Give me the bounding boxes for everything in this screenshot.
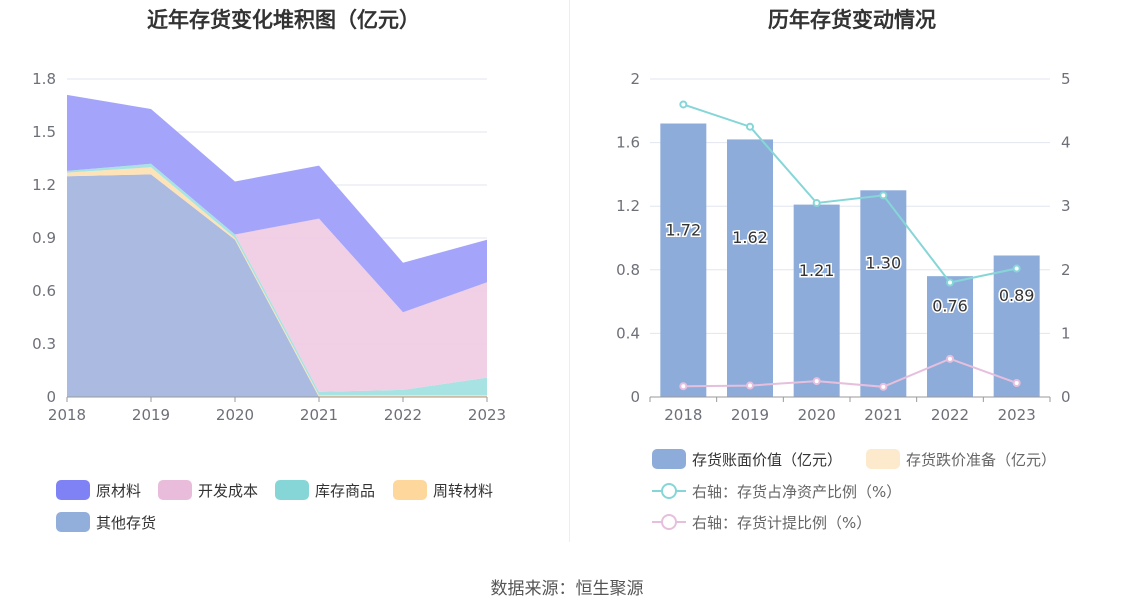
y2-tick-label: 2 bbox=[1061, 261, 1071, 279]
legend-item-inventory-goods[interactable]: 库存商品 bbox=[275, 479, 375, 501]
y-tick-label: 0.4 bbox=[616, 324, 640, 342]
y-tick-label: 0.6 bbox=[32, 282, 56, 300]
legend-swatch bbox=[158, 480, 192, 500]
line-point bbox=[1012, 264, 1021, 273]
x-tick-label: 2021 bbox=[300, 406, 338, 424]
line-point bbox=[946, 354, 954, 363]
panel-divider bbox=[569, 0, 570, 542]
legend-label: 开发成本 bbox=[198, 481, 259, 500]
y-tick-label: 0 bbox=[46, 388, 56, 406]
y2-tick-label: 5 bbox=[1061, 70, 1071, 88]
line-point bbox=[679, 100, 688, 109]
bar-chart-title: 历年存货变动情况 bbox=[768, 8, 936, 32]
y-tick-label: 1.2 bbox=[32, 176, 56, 194]
line-point bbox=[812, 199, 821, 208]
y-tick-label: 0 bbox=[630, 388, 640, 406]
line-point bbox=[946, 278, 954, 287]
bar bbox=[993, 255, 1040, 397]
bar-data-label: 0.76 bbox=[932, 297, 968, 316]
legend-label: 原材料 bbox=[96, 481, 142, 500]
x-tick-label: 2019 bbox=[731, 406, 769, 424]
line-point bbox=[812, 377, 821, 386]
line-point bbox=[879, 382, 888, 391]
bar-data-label: 1.72 bbox=[666, 220, 702, 239]
y-tick-label: 1.5 bbox=[32, 123, 56, 141]
bar-data-label: 1.30 bbox=[866, 254, 902, 273]
legend-swatch bbox=[866, 449, 900, 469]
area-series bbox=[67, 163, 487, 392]
x-tick-label: 2020 bbox=[798, 406, 836, 424]
legend-label: 存货账面价值（亿元） bbox=[692, 450, 843, 469]
bar-data-label: 1.62 bbox=[732, 228, 768, 247]
legend-item-turnover-materials[interactable]: 周转材料 bbox=[393, 479, 493, 501]
area-series bbox=[67, 174, 487, 397]
legend-swatch bbox=[393, 480, 427, 500]
y2-tick-label: 3 bbox=[1061, 197, 1071, 215]
legend-item-development-cost[interactable]: 开发成本 bbox=[158, 479, 258, 501]
legend-label: 右轴：存货占净资产比例（%） bbox=[692, 482, 902, 501]
legend-item-raw-materials[interactable]: 原材料 bbox=[56, 479, 141, 501]
bar bbox=[927, 276, 973, 397]
x-tick-label: 2018 bbox=[664, 406, 702, 424]
legend-label: 存货跌价准备（亿元） bbox=[906, 450, 1057, 469]
y-tick-label: 1.6 bbox=[616, 134, 640, 152]
x-tick-label: 2023 bbox=[468, 406, 506, 424]
legend-label: 库存商品 bbox=[315, 481, 376, 500]
line-series bbox=[683, 357, 1018, 388]
y2-tick-label: 1 bbox=[1061, 324, 1071, 342]
line-point bbox=[746, 381, 754, 390]
x-tick-label: 2022 bbox=[931, 406, 969, 424]
bar bbox=[727, 139, 773, 398]
x-tick-label: 2021 bbox=[864, 406, 902, 424]
bar-data-label: 1.21 bbox=[799, 261, 835, 280]
legend-swatch bbox=[56, 480, 90, 500]
x-tick-label: 2018 bbox=[48, 406, 86, 424]
line-point bbox=[1012, 379, 1021, 388]
legend-label: 右轴：存货计提比例（%） bbox=[692, 513, 872, 532]
legend-item-book-value[interactable]: 存货账面价值（亿元） bbox=[652, 448, 842, 470]
line-point bbox=[679, 382, 688, 391]
legend-line-swatch bbox=[652, 512, 686, 532]
line-point bbox=[879, 191, 888, 200]
y2-tick-label: 4 bbox=[1061, 134, 1071, 152]
bar-data-label: 0.89 bbox=[999, 286, 1035, 305]
legend-item-other-inventory[interactable]: 其他存货 bbox=[56, 511, 156, 533]
y-tick-label: 0.8 bbox=[616, 261, 640, 279]
y2-tick-label: 0 bbox=[1061, 388, 1071, 406]
y-tick-label: 0.9 bbox=[32, 229, 56, 247]
x-tick-label: 2019 bbox=[132, 406, 170, 424]
legend-item-net-asset-ratio[interactable]: 右轴：存货占净资产比例（%） bbox=[652, 480, 901, 502]
x-tick-label: 2022 bbox=[384, 406, 422, 424]
data-source: 数据来源：恒生聚源 bbox=[490, 579, 644, 599]
legend-label: 其他存货 bbox=[96, 513, 157, 532]
area-series bbox=[67, 94, 487, 313]
y-tick-label: 1.2 bbox=[616, 197, 640, 215]
y-tick-label: 1.8 bbox=[32, 70, 56, 88]
stacked-area-chart-title: 近年存货变化堆积图（亿元） bbox=[147, 8, 420, 32]
legend-line-swatch bbox=[652, 481, 686, 501]
x-tick-label: 2020 bbox=[216, 406, 254, 424]
line-point bbox=[746, 122, 754, 131]
legend-label: 周转材料 bbox=[433, 481, 494, 500]
x-tick-label: 2023 bbox=[998, 406, 1036, 424]
y-tick-label: 0.3 bbox=[32, 335, 56, 353]
legend-item-impairment[interactable]: 存货跌价准备（亿元） bbox=[866, 448, 1056, 470]
legend-swatch bbox=[56, 512, 90, 532]
legend-item-provision-ratio[interactable]: 右轴：存货计提比例（%） bbox=[652, 511, 871, 533]
bar bbox=[860, 190, 907, 397]
bar bbox=[793, 204, 840, 397]
legend-swatch bbox=[275, 480, 309, 500]
line-series bbox=[682, 103, 1017, 284]
legend-swatch bbox=[652, 449, 686, 469]
bar bbox=[660, 123, 707, 398]
y-tick-label: 2 bbox=[630, 70, 640, 88]
